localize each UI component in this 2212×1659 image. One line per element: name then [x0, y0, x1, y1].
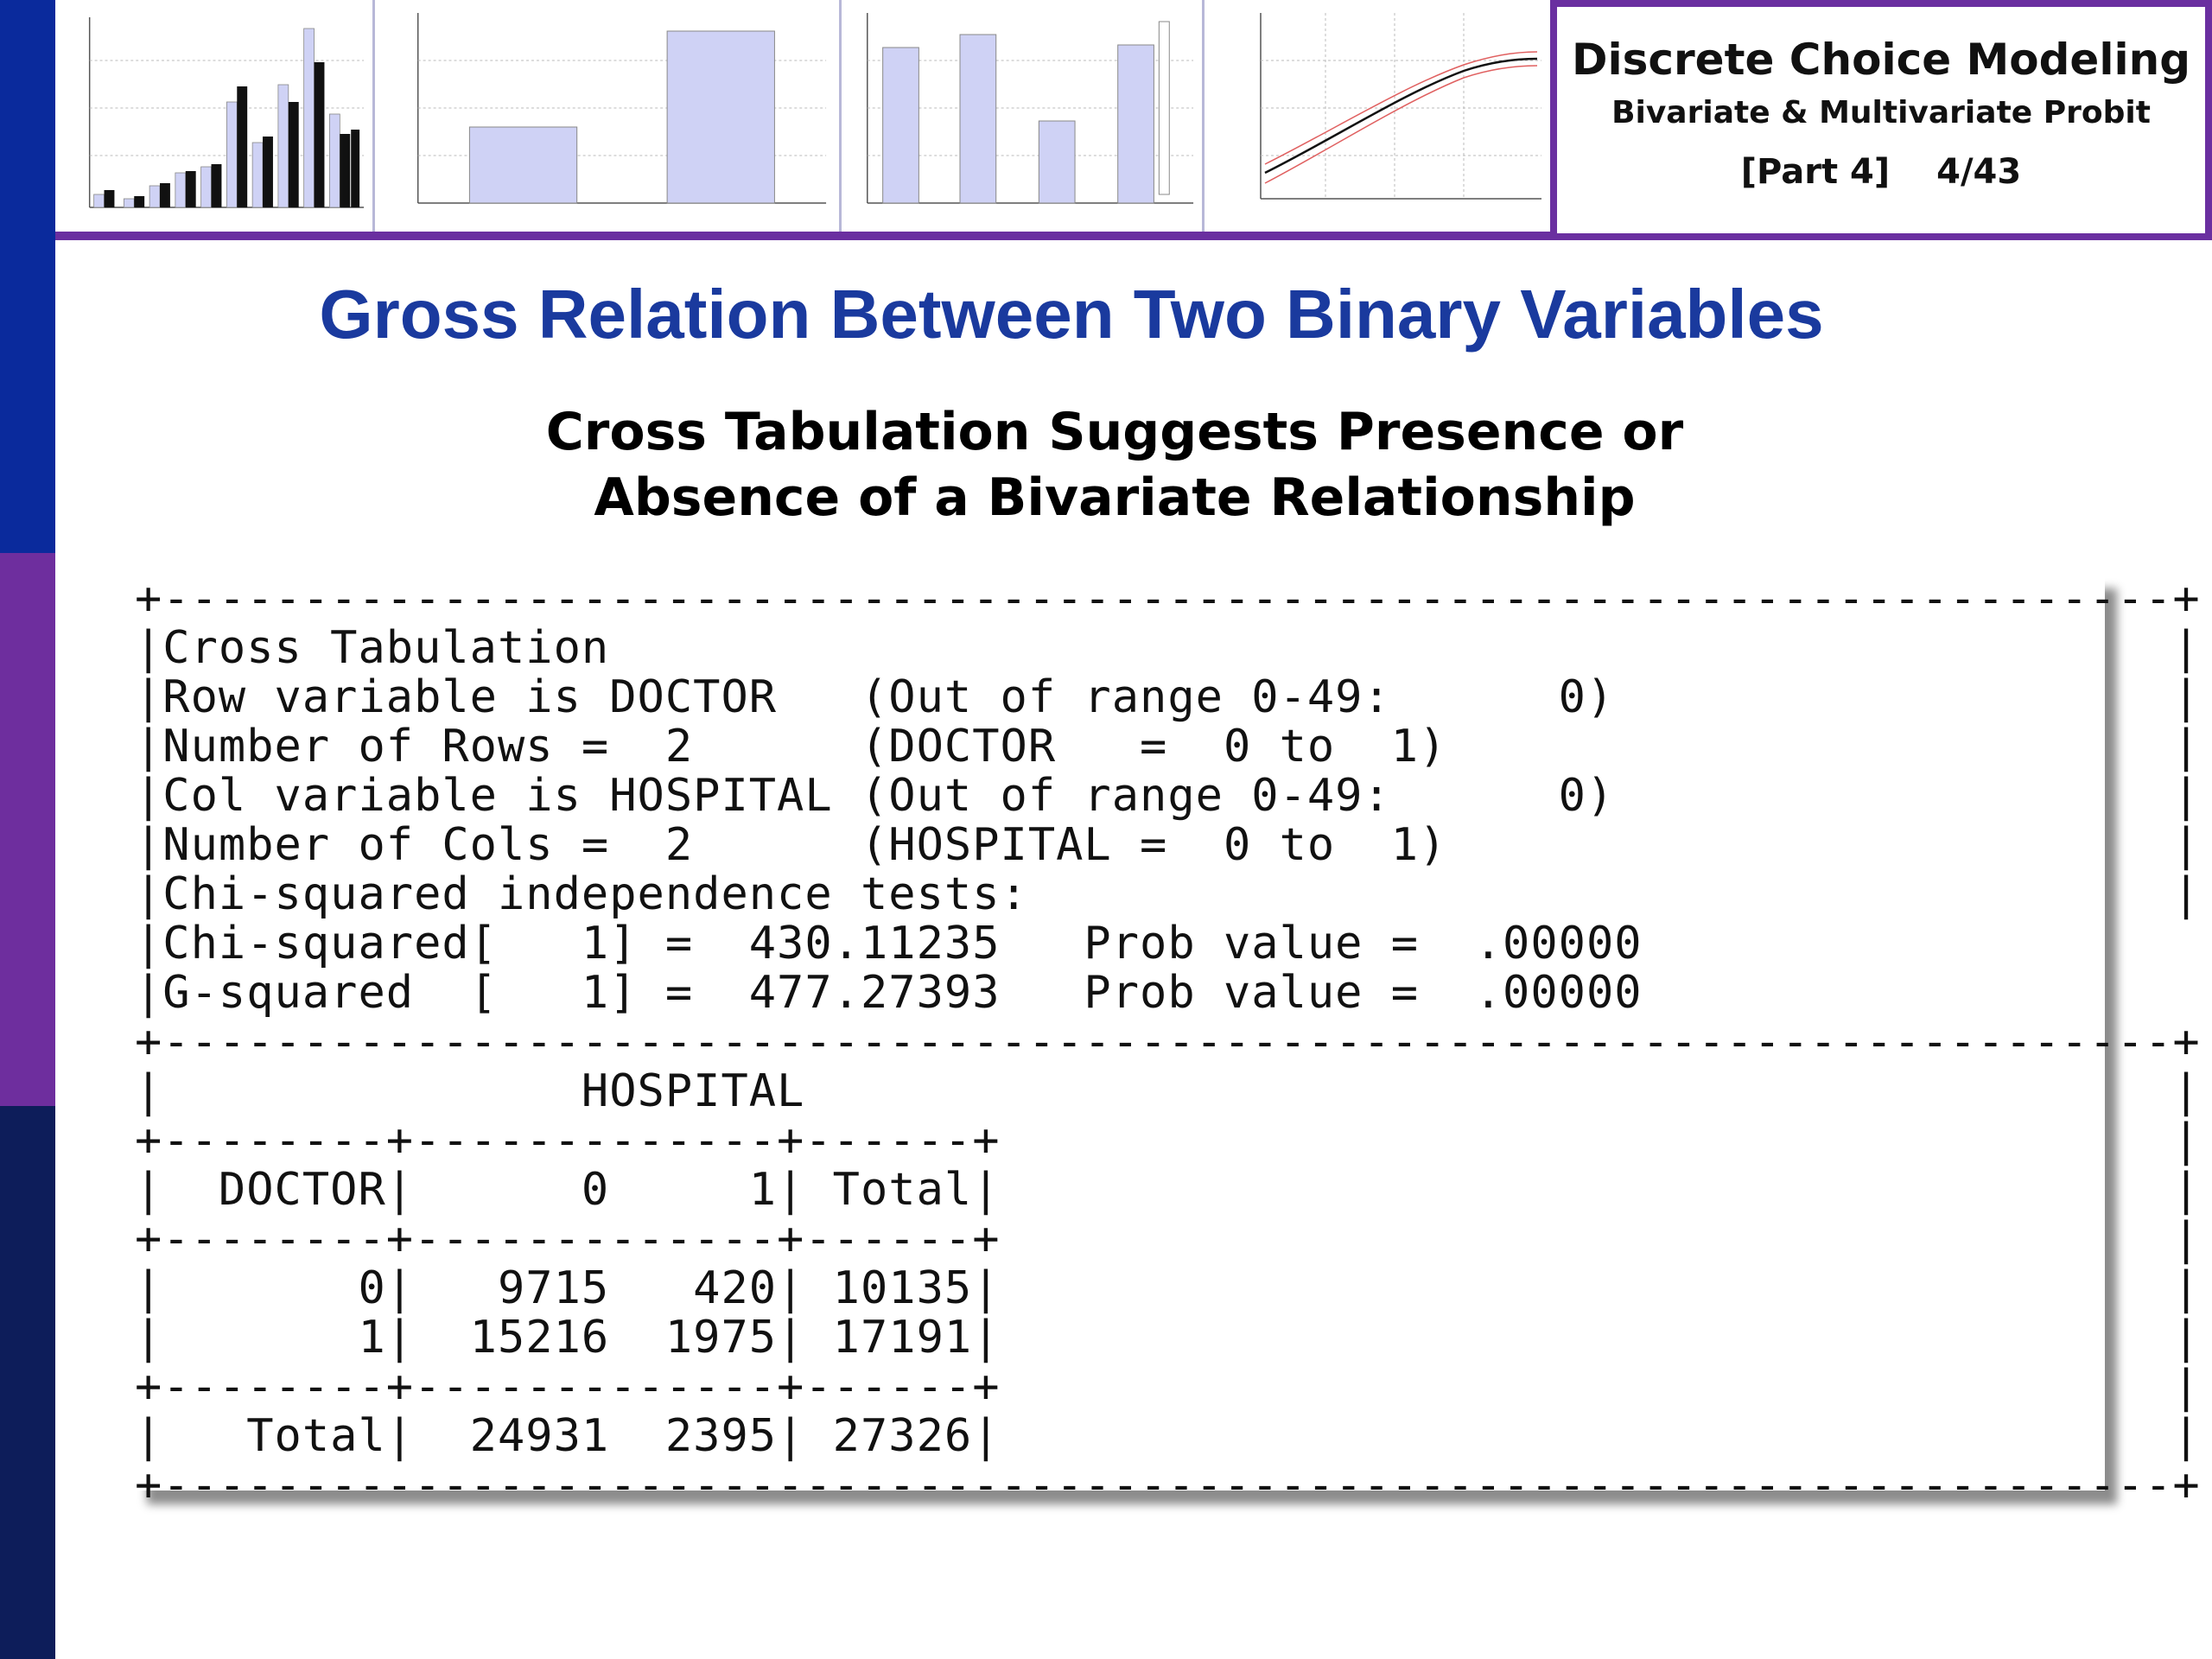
slide-subtitle-line-2: Absence of a Bivariate Relationship	[594, 467, 1636, 528]
thumbnail-histogram	[55, 0, 375, 232]
course-title: Discrete Choice Modeling	[1571, 35, 2191, 85]
sidebar-segment-blue	[0, 0, 55, 553]
output-line: | DOCTOR| 0 1| Total| |	[135, 1164, 2201, 1216]
thumbnail-bar-chart	[375, 0, 842, 232]
output-line: | Total| 24931 2395| 27326| |	[135, 1410, 2201, 1462]
output-line: | HOSPITAL |	[135, 1065, 2201, 1117]
course-subtitle: Bivariate & Multivariate Probit	[1611, 95, 2151, 130]
sidebar-stripe	[0, 0, 55, 1659]
part-indicator: [Part 4] 4/43	[1557, 152, 2205, 192]
output-line: |Chi-squared[ 1] = 430.11235 Prob value …	[135, 918, 2212, 969]
slide-title: Gross Relation Between Two Binary Variab…	[319, 276, 1824, 353]
output-line: |Chi-squared independence tests: |	[135, 868, 2201, 920]
slide-number: 4/43	[1936, 152, 2022, 192]
output-line: |Number of Cols = 2 (HOSPITAL = 0 to 1) …	[135, 819, 2201, 871]
output-line: |Number of Rows = 2 (DOCTOR = 0 to 1) |	[135, 721, 2201, 772]
slide-subtitle: Cross Tabulation Suggests Presence or Ab…	[86, 399, 2143, 531]
sidebar-segment-purple	[0, 553, 55, 1106]
header-thumbnail-strip	[55, 0, 1550, 240]
output-line: +---------------------------------------…	[135, 1016, 2201, 1068]
sidebar-segment-navy	[0, 1106, 55, 1659]
output-line: |Row variable is DOCTOR (Out of range 0-…	[135, 671, 2201, 723]
output-line: +--------+-------------+------+ |	[135, 1361, 2201, 1413]
cross-tabulation-output-panel: +---------------------------------------…	[135, 575, 2212, 1510]
part-label: [Part 4]	[1740, 152, 1891, 192]
cross-tabulation-output: +---------------------------------------…	[135, 575, 2212, 1510]
output-line: |G-squared [ 1] = 477.27393 Prob value =…	[135, 967, 2212, 1019]
thumbnail-mode-choice-chart	[842, 0, 1205, 232]
output-line: +---------------------------------------…	[135, 573, 2201, 625]
slide-subtitle-line-1: Cross Tabulation Suggests Presence or	[545, 402, 1684, 462]
output-line: +--------+-------------+------+ |	[135, 1213, 2201, 1265]
thumbnail-partial-effects-plot	[1205, 0, 1550, 232]
output-line: +--------+-------------+------+ |	[135, 1115, 2201, 1166]
output-line: |Cross Tabulation |	[135, 622, 2201, 674]
output-line: | 1| 15216 1975| 17191| |	[135, 1312, 2201, 1363]
output-line: |Col variable is HOSPITAL (Out of range …	[135, 770, 2201, 822]
output-line: | 0| 9715 420| 10135| |	[135, 1262, 2201, 1314]
course-title-box: Discrete Choice Modeling Bivariate & Mul…	[1550, 0, 2212, 240]
output-line: +---------------------------------------…	[135, 1459, 2201, 1511]
